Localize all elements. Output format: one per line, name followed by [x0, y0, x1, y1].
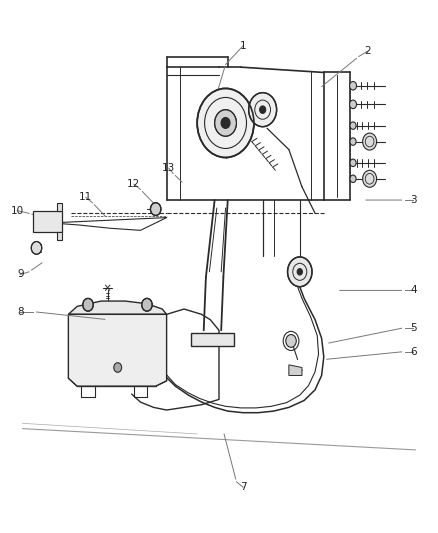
Polygon shape	[191, 333, 234, 346]
Text: 5: 5	[410, 322, 417, 333]
Circle shape	[286, 335, 296, 348]
Circle shape	[197, 88, 254, 158]
Text: 2: 2	[364, 46, 371, 56]
Text: 11: 11	[79, 192, 92, 203]
Polygon shape	[166, 64, 324, 203]
Text: 13: 13	[162, 163, 175, 173]
Text: 8: 8	[17, 306, 24, 317]
Text: 10: 10	[11, 206, 24, 216]
Polygon shape	[289, 365, 302, 375]
Text: 1: 1	[240, 41, 246, 51]
Circle shape	[288, 257, 312, 287]
Text: 12: 12	[127, 179, 141, 189]
Circle shape	[83, 298, 93, 311]
Circle shape	[350, 159, 356, 166]
Circle shape	[142, 298, 152, 311]
Circle shape	[114, 363, 122, 372]
Circle shape	[297, 269, 302, 275]
Circle shape	[363, 170, 377, 187]
Polygon shape	[57, 232, 62, 240]
Text: 3: 3	[410, 195, 417, 205]
Text: 6: 6	[410, 346, 417, 357]
Circle shape	[249, 93, 277, 127]
Circle shape	[350, 175, 356, 182]
Circle shape	[221, 118, 230, 128]
Circle shape	[363, 133, 377, 150]
Text: 9: 9	[17, 270, 24, 279]
Circle shape	[260, 106, 266, 114]
Polygon shape	[68, 301, 166, 314]
Polygon shape	[57, 203, 62, 211]
Polygon shape	[33, 211, 62, 232]
Circle shape	[215, 110, 237, 136]
Text: 7: 7	[240, 482, 246, 492]
Text: 4: 4	[410, 286, 417, 295]
Circle shape	[350, 138, 356, 146]
Circle shape	[350, 122, 356, 130]
Circle shape	[350, 82, 357, 90]
Circle shape	[31, 241, 42, 254]
Circle shape	[150, 203, 161, 215]
Polygon shape	[68, 314, 166, 386]
Circle shape	[350, 100, 357, 109]
